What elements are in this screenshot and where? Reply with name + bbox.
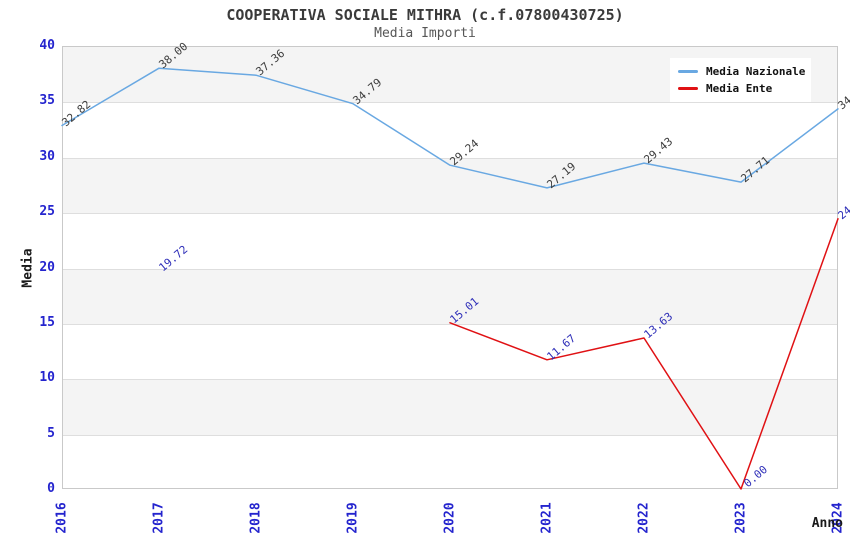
legend-line-swatch [678,87,698,90]
x-tick-label-text: 2018 [248,502,264,534]
legend: Media Nazionale Media Ente [670,58,811,102]
grid-band [63,434,837,488]
chart-subtitle: Media Importi [374,26,476,41]
legend-item-label: Media Ente [706,82,773,95]
y-tick-label: 35 [39,93,55,109]
y-tick-label: 25 [39,204,55,220]
grid-band [63,379,837,435]
grid-band [63,323,837,380]
x-tick-label-text: 2022 [636,502,652,534]
y-tick-label: 5 [47,425,55,441]
plot-area [62,46,838,489]
legend-item: Media Nazionale [678,63,806,80]
grid-band [63,157,837,214]
x-tick-label-text: 2020 [442,502,458,534]
y-axis-title-text: Media [20,248,36,288]
legend-item-label: Media Nazionale [706,65,806,78]
chart-title: COOPERATIVA SOCIALE MITHRA (c.f.07800430… [226,6,624,24]
grid-band [63,102,837,158]
y-tick-label: 40 [39,38,55,53]
gridline [63,102,837,104]
x-tick-label-text: 2019 [345,502,361,534]
x-tick-label-text: 2021 [539,502,555,534]
y-tick-label: 30 [39,148,55,164]
gridline [63,323,837,325]
gridline [63,379,837,381]
y-tick-label: 0 [47,481,55,496]
legend-line-swatch [678,70,698,73]
gridline [63,268,837,270]
legend-item: Media Ente [678,80,803,97]
x-axis-title: Anno [811,516,843,531]
y-tick-label: 15 [39,314,55,330]
x-tick-label-text: 2023 [733,502,749,534]
gridline [63,434,837,436]
x-tick-label-text: 2017 [151,502,167,534]
x-tick-label-text: 2016 [54,502,70,534]
y-tick-label: 10 [39,370,55,386]
y-tick-label: 20 [39,259,55,275]
gridline [63,213,837,215]
